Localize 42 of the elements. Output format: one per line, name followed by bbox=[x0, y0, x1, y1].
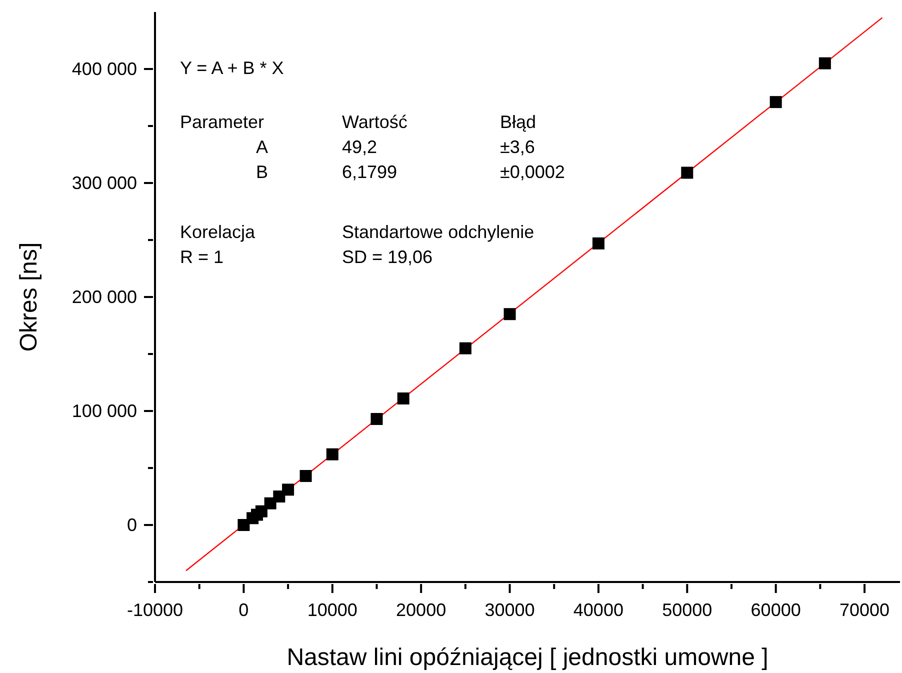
point bbox=[592, 237, 604, 250]
annotation: Wartość bbox=[342, 112, 408, 133]
annotation: Parameter bbox=[180, 112, 264, 133]
point bbox=[818, 57, 831, 70]
annotation: 49,2 bbox=[342, 137, 378, 158]
point bbox=[770, 96, 782, 108]
x-tick-label: 0 bbox=[238, 600, 249, 620]
annotation: 6,1799 bbox=[342, 162, 398, 183]
x-tick-label: 20000 bbox=[396, 600, 446, 620]
x-tick-label: 60000 bbox=[750, 600, 801, 620]
y-tick-label: 400 000 bbox=[72, 59, 137, 79]
annotation: B bbox=[256, 162, 268, 183]
x-tick-label: 10000 bbox=[307, 600, 358, 620]
point bbox=[326, 448, 338, 460]
point bbox=[300, 470, 312, 482]
annotation: Y = A + B * X bbox=[180, 58, 284, 79]
y-tick-label: 200 000 bbox=[72, 287, 137, 307]
point bbox=[255, 505, 268, 518]
point bbox=[504, 308, 516, 320]
x-axis-title: Nastaw lini opóźniającej [ jednostki umowne ] bbox=[286, 644, 768, 671]
annotation: Błąd bbox=[500, 112, 536, 133]
y-tick-label: 100 000 bbox=[72, 401, 137, 421]
point bbox=[459, 342, 472, 354]
x-tick-label: 40000 bbox=[573, 600, 624, 620]
x-tick-label: -10000 bbox=[126, 600, 184, 620]
point bbox=[370, 412, 383, 425]
point bbox=[282, 484, 294, 496]
annotation: Korelacja bbox=[180, 222, 256, 243]
annotation: R = 1 bbox=[180, 247, 224, 268]
annotation: ±3,6 bbox=[500, 137, 535, 158]
annotation: A bbox=[256, 137, 268, 158]
x-tick-label: 70000 bbox=[839, 600, 890, 620]
annotation: ±0,0002 bbox=[500, 162, 565, 183]
point bbox=[681, 166, 694, 179]
y-tick-label: 300 000 bbox=[72, 173, 137, 193]
y-tick-label: 0 bbox=[126, 515, 137, 535]
point bbox=[397, 392, 410, 404]
x-tick-label: 30000 bbox=[484, 600, 535, 620]
y-axis-title: Okres [ns] bbox=[16, 242, 43, 352]
x-tick-label: 50000 bbox=[662, 600, 712, 620]
annotation: SD = 19,06 bbox=[342, 247, 433, 268]
annotation: Standartowe odchylenie bbox=[342, 222, 534, 243]
